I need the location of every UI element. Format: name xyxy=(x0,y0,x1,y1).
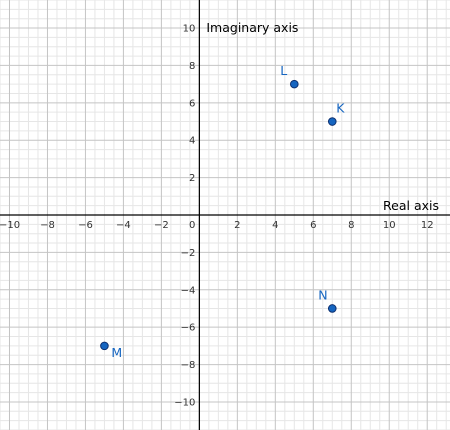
x-tick-label: −6 xyxy=(78,220,93,231)
point-label-k: K xyxy=(336,101,345,116)
y-tick-label: 6 xyxy=(189,98,195,109)
y-tick-label: −6 xyxy=(181,323,196,334)
x-tick-labels: −10 −8 −6 −4 −2 0 2 4 6 8 10 12 xyxy=(0,220,434,231)
y-tick-label: 2 xyxy=(189,173,195,184)
x-tick-label: 8 xyxy=(348,220,354,231)
point-label-n: N xyxy=(318,287,327,302)
x-tick-label: 12 xyxy=(421,220,434,231)
y-tick-label: 4 xyxy=(189,136,195,147)
y-tick-label: −4 xyxy=(181,285,196,296)
data-points: L K N M xyxy=(100,63,345,360)
y-tick-label: 10 xyxy=(183,24,196,35)
x-tick-label: −4 xyxy=(116,220,131,231)
point-l xyxy=(290,79,299,89)
x-tick-label: 4 xyxy=(272,220,278,231)
x-tick-label: 10 xyxy=(383,220,396,231)
point-m xyxy=(100,341,109,351)
y-tick-label: −2 xyxy=(181,248,196,259)
x-tick-label: 0 xyxy=(189,220,195,231)
y-tick-labels: −10 −8 −6 −4 −2 2 4 6 8 10 xyxy=(174,24,195,409)
y-tick-label: −10 xyxy=(174,397,195,408)
point-n xyxy=(327,304,337,313)
point-label-l: L xyxy=(280,63,287,78)
y-tick-label: 8 xyxy=(189,61,195,72)
x-axis-label: Real axis xyxy=(383,198,439,213)
y-tick-label: −8 xyxy=(181,360,196,371)
x-tick-label: −10 xyxy=(0,220,20,231)
x-tick-label: −8 xyxy=(40,220,55,231)
x-tick-label: −2 xyxy=(154,220,169,231)
y-axis-label: Imaginary axis xyxy=(206,20,298,35)
x-tick-label: 6 xyxy=(310,220,316,231)
point-k xyxy=(327,117,337,126)
point-label-m: M xyxy=(111,345,122,360)
x-tick-label: 2 xyxy=(234,220,240,231)
